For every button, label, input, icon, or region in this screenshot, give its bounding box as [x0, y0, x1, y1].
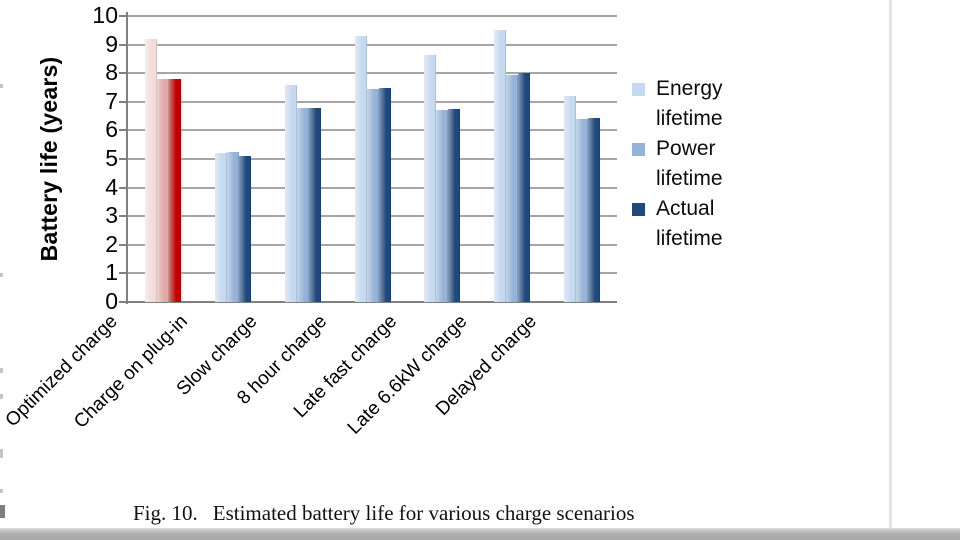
- bar-group-7: [564, 96, 601, 302]
- legend-swatch-icon: [632, 143, 645, 156]
- x-category-label: Late 6.6kW charge: [343, 311, 472, 439]
- bar-group-3: [284, 84, 321, 302]
- y-tick-mark: [119, 186, 128, 189]
- page-edge-artifact: [0, 489, 3, 493]
- page-edge-artifact: [0, 505, 5, 518]
- y-tick-label: 3: [105, 202, 118, 229]
- y-axis-title: Battery life (years): [36, 56, 62, 262]
- page-edge-artifact: [0, 273, 3, 277]
- bar: [506, 74, 519, 302]
- bar: [238, 156, 251, 302]
- y-tick-mark: [119, 43, 128, 46]
- bar: [284, 84, 297, 302]
- y-tick-mark: [119, 72, 128, 75]
- bar: [354, 36, 367, 302]
- y-tick-mark: [119, 100, 128, 103]
- legend: Energy lifetime Power lifetime Actual life…: [632, 74, 756, 254]
- x-axis-line: [119, 301, 617, 303]
- page-edge-artifact: [0, 449, 3, 458]
- y-tick-mark: [119, 272, 128, 275]
- y-tick-label: 10: [92, 2, 118, 28]
- bar: [424, 54, 437, 302]
- window-bottom-bar: [0, 528, 960, 540]
- y-tick-label: 4: [105, 173, 118, 200]
- y-tick-mark: [119, 15, 128, 17]
- plot-area: [128, 15, 617, 302]
- bar: [308, 107, 321, 302]
- figure-caption-number: Fig. 10.: [133, 501, 198, 525]
- y-tick-label: 2: [105, 230, 118, 257]
- column-divider-line: [889, 0, 892, 528]
- gridline: [128, 43, 617, 46]
- page-edge-artifact: [0, 84, 3, 88]
- bar: [494, 30, 507, 302]
- bar-group-4: [354, 36, 391, 302]
- legend-item: Actual lifetime: [632, 194, 756, 254]
- bar: [588, 117, 601, 302]
- legend-label: Actual lifetime: [656, 197, 723, 250]
- bar: [378, 87, 391, 302]
- bar: [448, 108, 461, 302]
- y-tick-label: 6: [105, 116, 118, 143]
- y-tick-mark: [119, 243, 128, 246]
- bar: [156, 78, 169, 302]
- y-tick-label: 0: [105, 288, 118, 314]
- bar: [436, 110, 449, 302]
- legend-item: Energy lifetime: [632, 74, 756, 134]
- gridline: [128, 72, 617, 75]
- legend-swatch-icon: [632, 83, 645, 96]
- bar: [144, 38, 157, 302]
- page-edge-artifact: [0, 368, 3, 373]
- y-tick-label: 5: [105, 145, 118, 171]
- bar: [226, 151, 239, 302]
- y-axis-line: [126, 12, 128, 304]
- gridline: [128, 15, 617, 17]
- bar-group-5: [424, 54, 461, 302]
- bar: [168, 78, 181, 302]
- y-tick-label: 1: [105, 259, 118, 286]
- y-tick-mark: [119, 215, 128, 218]
- bar: [518, 73, 531, 302]
- y-tick-mark: [119, 129, 128, 132]
- legend-label: Energy lifetime: [656, 77, 723, 130]
- bar-group-1: [144, 38, 181, 302]
- bar: [564, 96, 577, 302]
- legend-item: Power lifetime: [632, 134, 756, 194]
- y-tick-label: 9: [105, 30, 118, 57]
- bar-group-6: [494, 30, 531, 302]
- y-tick-label: 8: [105, 59, 118, 86]
- page-edge-artifact: [0, 394, 3, 399]
- bar: [214, 153, 227, 302]
- y-tick-mark: [119, 158, 128, 160]
- legend-swatch-icon: [632, 203, 645, 216]
- bar: [296, 107, 309, 302]
- bar-group-2: [214, 151, 251, 302]
- bar: [366, 88, 379, 302]
- legend-label: Power lifetime: [656, 137, 723, 190]
- bar: [576, 118, 589, 302]
- figure-caption-text: Estimated battery life for various charg…: [212, 501, 635, 525]
- battery-life-bar-chart: Battery life (years) 0 1 2 3 4 5 6 7 8 9 10 Optimi…: [2, 2, 756, 439]
- y-tick-label: 7: [105, 87, 118, 114]
- figure-caption: Fig. 10. Estimated battery life for vario…: [133, 501, 635, 526]
